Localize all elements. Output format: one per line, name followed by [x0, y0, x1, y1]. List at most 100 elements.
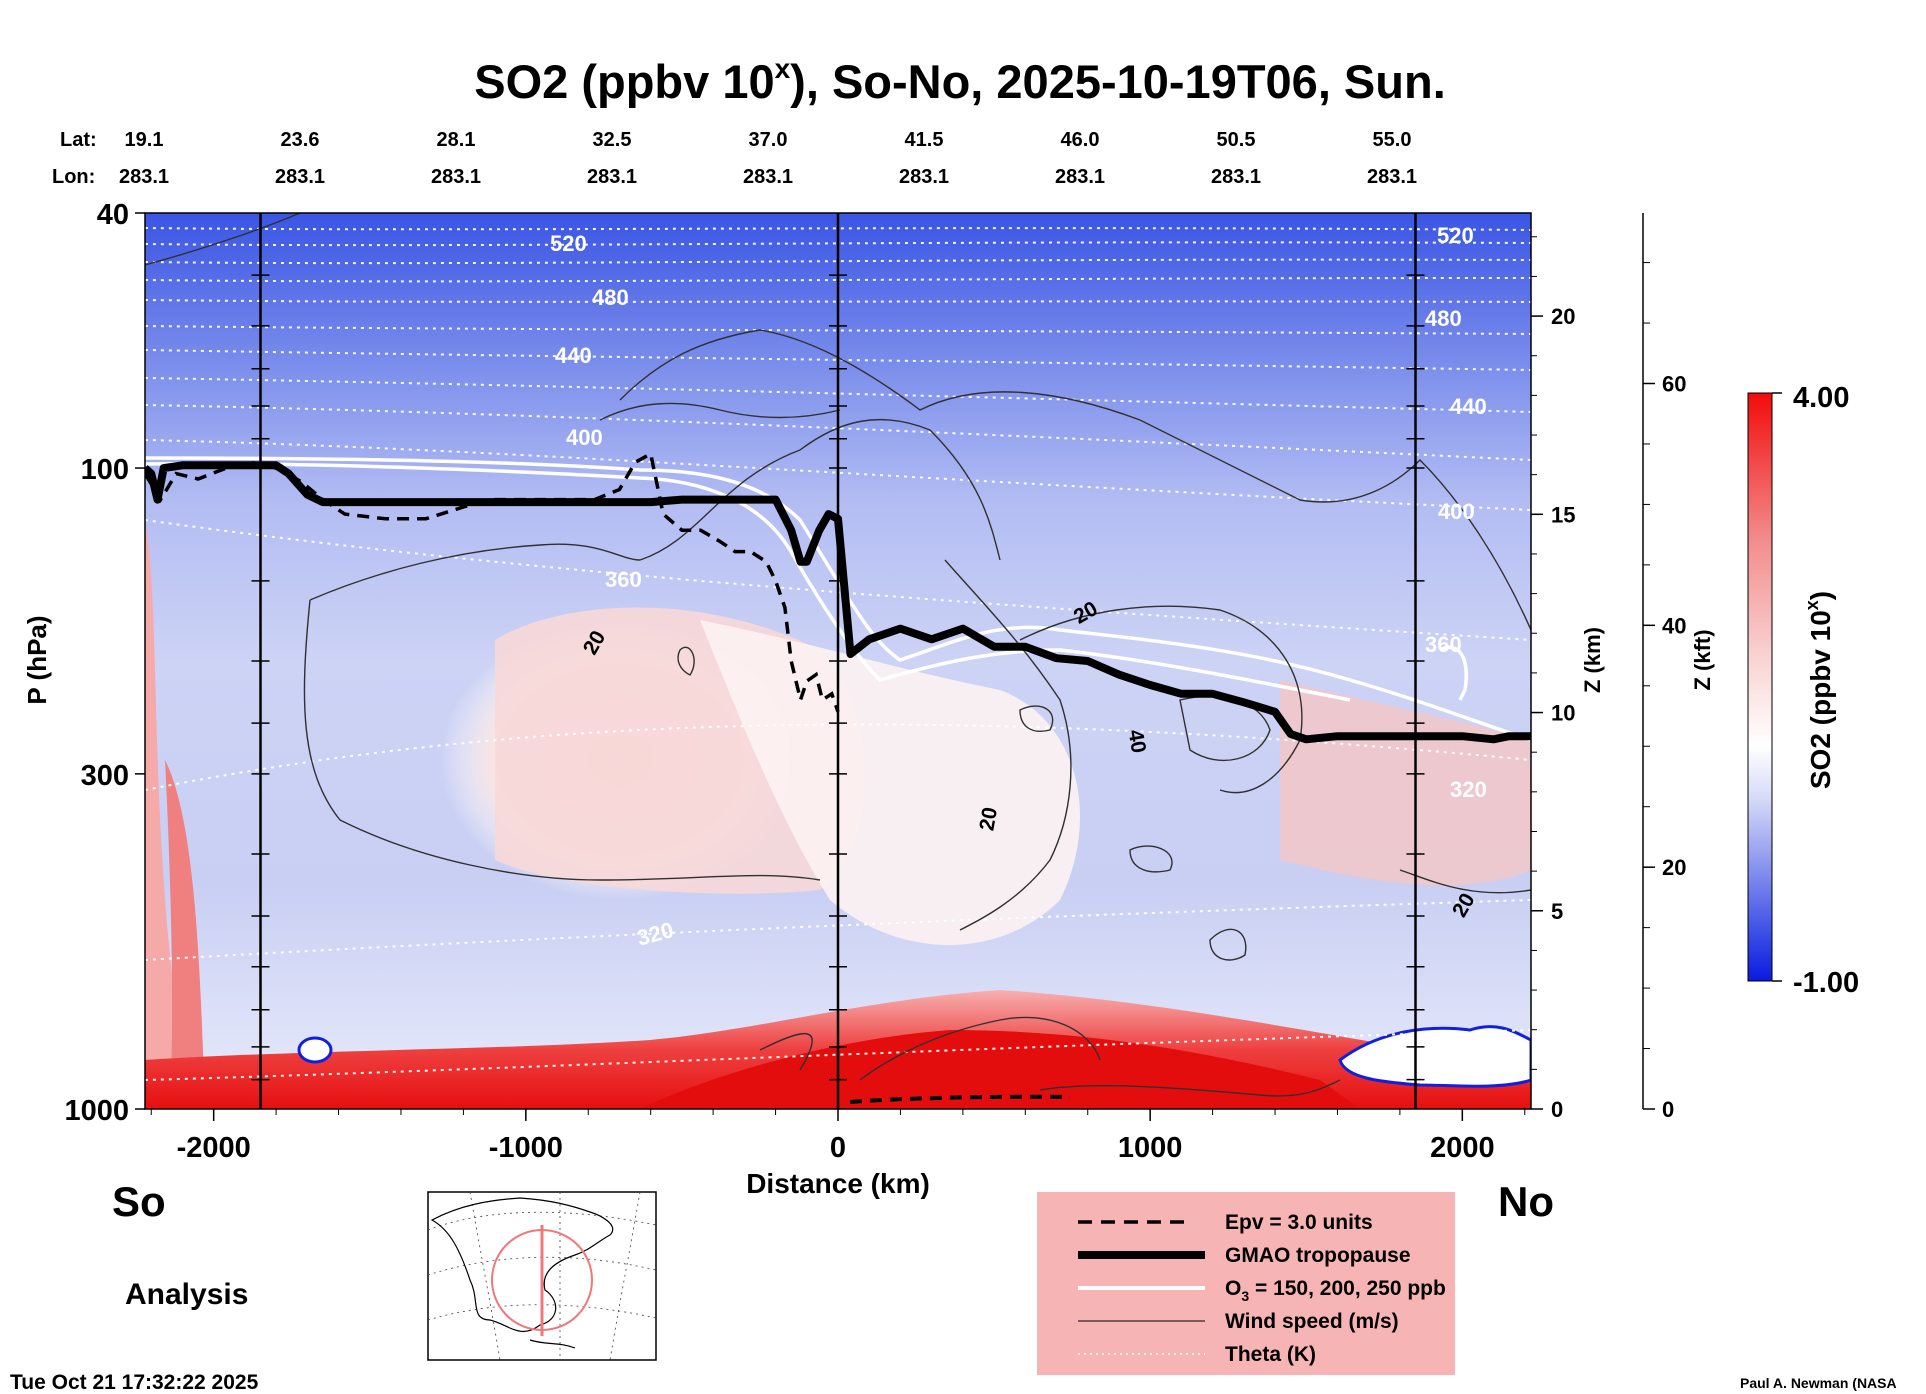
so2-left-edge-red: [145, 520, 178, 1109]
lon-value: 283.1: [743, 166, 793, 188]
theta-line: [145, 899, 1531, 961]
wind-contour: [309, 418, 1001, 601]
lon-value: 283.1: [1367, 166, 1417, 188]
theta-label: 440: [1450, 394, 1487, 419]
wind-contour: [1129, 845, 1173, 873]
wind-contour: [303, 599, 821, 881]
wind-speed-contours: [145, 213, 1531, 1097]
theta-line: [145, 277, 1531, 283]
theta-line: [145, 723, 1531, 791]
theta-line: [145, 325, 1531, 335]
so2-left-surface-blue: [297, 1036, 333, 1064]
lat-label: Lat:: [60, 129, 97, 151]
so2-white-center: [700, 620, 1080, 945]
x-tick-label: -1000: [489, 1132, 563, 1164]
wind-label: 20: [975, 805, 1002, 832]
theta-line: [145, 227, 1531, 231]
theta-line: [145, 349, 1531, 371]
lon-label: Lon:: [52, 166, 95, 188]
z-kft-tick-label: 20: [1662, 855, 1686, 880]
theta-line: [145, 299, 1531, 303]
ozone-contour: [145, 461, 1351, 702]
ozone-contour: [1439, 645, 1468, 701]
theta-label: 360: [605, 567, 642, 592]
graticule-line: [427, 1304, 657, 1321]
z-kft-tick-label: 60: [1662, 371, 1686, 396]
wind-contour: [145, 213, 301, 266]
wind-contour: [859, 1016, 1101, 1081]
so2-left-column-red: [165, 760, 205, 1109]
graticule-line: [469, 1191, 501, 1361]
gmao-tropopause-line: [145, 461, 1531, 744]
wind-contour: [1399, 869, 1531, 894]
lon-value: 283.1: [1211, 166, 1261, 188]
theta-lines: [145, 227, 1531, 1081]
wind-contour: [944, 559, 1072, 931]
inset-map-graticule: [427, 1191, 657, 1361]
credit: Paul A. Newman (NASA: [1740, 1375, 1897, 1391]
graticule-line: [427, 1256, 657, 1276]
theta-label: 400: [566, 425, 603, 450]
graticule-line: [609, 1191, 641, 1361]
y-tick-label: 1000: [64, 1095, 129, 1127]
legend-label-theta: Theta (K): [1225, 1343, 1316, 1366]
inset-map-coastline: [430, 1197, 614, 1332]
lon-value: 283.1: [119, 166, 169, 188]
legend-label-wind: Wind speed (m/s): [1225, 1310, 1399, 1333]
legend-label-ozone: O3 = 150, 200, 250 ppb: [1225, 1277, 1446, 1304]
z-km-axis: 0 5 10 15 20: [1531, 236, 1575, 1122]
wind-contour: [677, 646, 695, 676]
timestamp: Tue Oct 21 17:32:22 2025: [10, 1371, 259, 1394]
x-tick-label: 2000: [1430, 1132, 1495, 1164]
ozone-contours: [145, 456, 1531, 742]
theta-line: [145, 377, 1531, 413]
inset-map: [427, 1191, 657, 1361]
lat-value: 41.5: [905, 129, 944, 151]
lon-value: 283.1: [431, 166, 481, 188]
so2-right-surface-blue: [1338, 1025, 1531, 1088]
inset-map-caribbean: [529, 1339, 576, 1349]
theta-label: 520: [550, 231, 587, 256]
z-km-tick-label: 0: [1551, 1097, 1563, 1122]
z-kft-label: Z (kft): [1690, 629, 1715, 690]
colorbar-min-label: -1.00: [1793, 967, 1859, 999]
colorbar: [1747, 392, 1773, 982]
y-tick-label: 40: [97, 199, 129, 231]
epv-3-surface-dashes: [849, 1094, 1071, 1104]
z-km-tick-label: 5: [1551, 899, 1563, 924]
theta-line: [145, 439, 1531, 511]
theta-labels: 520 480 440 400 360 320 520 480 440 400 …: [550, 223, 1487, 951]
lat-value: 37.0: [749, 129, 788, 151]
colorbar-ticks: [1772, 392, 1782, 982]
y-tick-label: 100: [81, 454, 129, 486]
z-km-tick-label: 10: [1551, 701, 1575, 726]
theta-line: [145, 258, 1531, 265]
x-tick-label: 1000: [1118, 1132, 1183, 1164]
ozone-contour: [145, 456, 1531, 742]
x-tick-label: -2000: [177, 1132, 251, 1164]
theta-label: 360: [1425, 632, 1462, 657]
y-axis-label: P (hPa): [22, 615, 52, 704]
so2-right-pink: [1280, 680, 1531, 886]
z-kft-tick-label: 40: [1662, 613, 1686, 638]
theta-label: 440: [555, 343, 592, 368]
z-km-tick-label: 15: [1551, 502, 1575, 527]
lat-value: 55.0: [1373, 129, 1412, 151]
analysis-label: Analysis: [125, 1278, 248, 1311]
lat-lon-header: 19.1 283.1 23.6 283.1 28.1 283.1 32.5 283.1 37.0…: [119, 129, 1417, 188]
legend-label-epv: Epv = 3.0 units: [1225, 1211, 1373, 1234]
z-km-label: Z (km): [1580, 627, 1605, 693]
lon-value: 283.1: [587, 166, 637, 188]
x-axis-label: Distance (km): [746, 1168, 930, 1199]
lat-value: 19.1: [125, 129, 164, 151]
lon-value: 283.1: [1055, 166, 1105, 188]
theta-label: 520: [1437, 223, 1474, 248]
wind-contour: [599, 402, 841, 421]
wind-contour: [1039, 1079, 1341, 1097]
z-km-tick-label: 20: [1551, 304, 1575, 329]
x-axis: -2000 -1000 0 1000 2000: [150, 1109, 1526, 1164]
wind-contour: [1019, 705, 1054, 732]
wind-contour: [619, 329, 1531, 631]
theta-label: 480: [592, 285, 629, 310]
